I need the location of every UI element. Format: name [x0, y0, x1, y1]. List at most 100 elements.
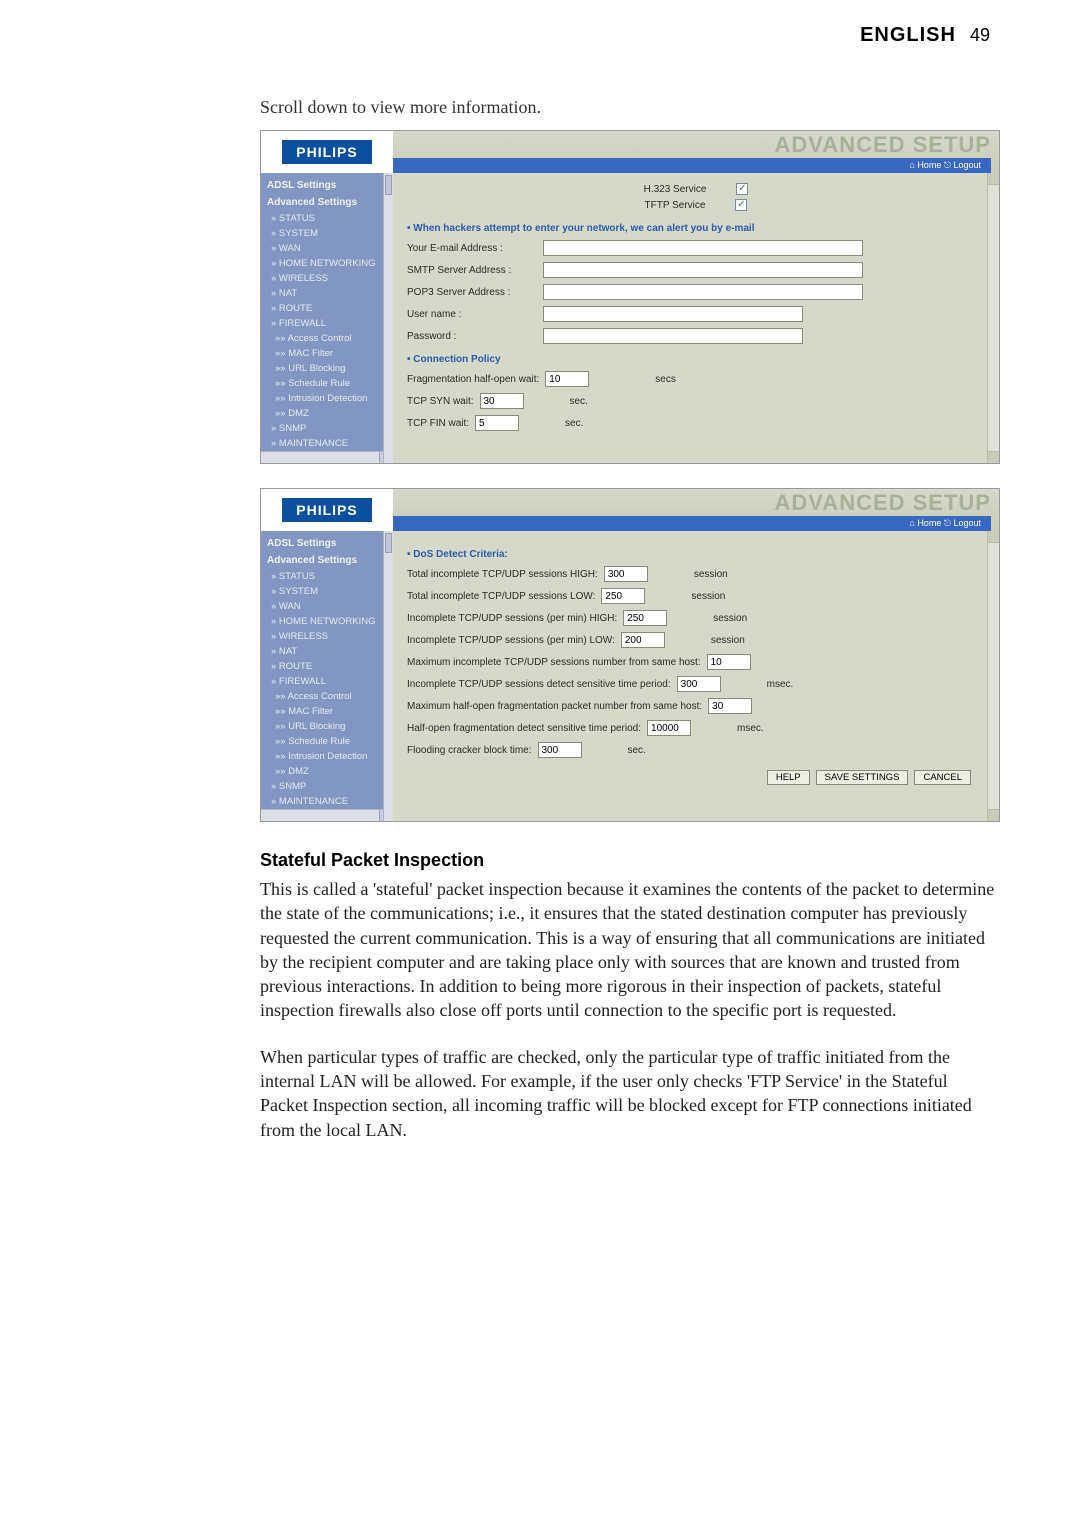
content-area-2: • DoS Detect Criteria: Total incomplete …	[393, 531, 999, 821]
dos-row-label: Incomplete TCP/UDP sessions (per min) HI…	[407, 613, 617, 624]
help-button[interactable]: HELP	[767, 770, 810, 785]
sidebar2-item-wan[interactable]: » WAN	[261, 599, 393, 614]
spi-heading: Stateful Packet Inspection	[260, 850, 1000, 871]
dos-row-label: Half-open fragmentation detect sensitive…	[407, 723, 641, 734]
sidebar2-sub-schedule[interactable]: »» Schedule Rule	[261, 734, 393, 749]
screenshot-2: PHILIPS ADVANCED SETUP ⌂ Home ⎋ Logout A…	[260, 488, 1000, 822]
sidebar-hscroll[interactable]	[261, 451, 393, 463]
frag-wait-input[interactable]	[545, 371, 589, 387]
dos-row: Maximum incomplete TCP/UDP sessions numb…	[407, 654, 985, 670]
sidebar2-item-maintenance[interactable]: » MAINTENANCE	[261, 794, 393, 809]
password-input[interactable]	[543, 328, 803, 344]
pop3-input[interactable]	[543, 284, 863, 300]
dos-row: Incomplete TCP/UDP sessions (per min) LO…	[407, 632, 985, 648]
sidebar2-item-nat[interactable]: » NAT	[261, 644, 393, 659]
dos-row: Maximum half-open fragmentation packet n…	[407, 698, 985, 714]
dos-row-input[interactable]	[647, 720, 691, 736]
logo-box: PHILIPS	[261, 131, 393, 173]
h323-label: H.323 Service	[644, 184, 707, 195]
sidebar-item-maintenance[interactable]: » MAINTENANCE	[261, 436, 393, 451]
sidebar2-item-wireless[interactable]: » WIRELESS	[261, 629, 393, 644]
dos-row: Incomplete TCP/UDP sessions (per min) HI…	[407, 610, 985, 626]
sidebar2-section-adsl[interactable]: ADSL Settings	[261, 535, 393, 552]
sidebar2-hscroll[interactable]	[261, 809, 393, 821]
sidebar2-sub-intrusion[interactable]: »» Intrusion Detection	[261, 749, 393, 764]
sidebar2-sub-urlblock[interactable]: »» URL Blocking	[261, 719, 393, 734]
logout-link[interactable]: Logout	[953, 160, 981, 170]
username-input[interactable]	[543, 306, 803, 322]
brand-logo-2: PHILIPS	[282, 498, 371, 522]
sidebar2-item-system[interactable]: » SYSTEM	[261, 584, 393, 599]
email-input[interactable]	[543, 240, 863, 256]
dos-row-input[interactable]	[708, 698, 752, 714]
spi-para-2: When particular types of traffic are che…	[260, 1045, 1000, 1142]
tcp-fin-label: TCP FIN wait:	[407, 418, 469, 429]
tcp-syn-input[interactable]	[480, 393, 524, 409]
smtp-input[interactable]	[543, 262, 863, 278]
sidebar2-item-firewall[interactable]: » FIREWALL	[261, 674, 393, 689]
sidebar-item-firewall[interactable]: » FIREWALL	[261, 316, 393, 331]
dos-row-unit: msec.	[737, 723, 764, 734]
header-language: ENGLISH	[860, 24, 956, 47]
tftp-checkbox[interactable]: ✓	[735, 199, 747, 211]
sidebar-sub-access[interactable]: »» Access Control	[261, 331, 393, 346]
dos-row-label: Flooding cracker block time:	[407, 745, 532, 756]
sidebar-sub-macfilter[interactable]: »» MAC Filter	[261, 346, 393, 361]
dos-row-input[interactable]	[601, 588, 645, 604]
sidebar2-section-advanced[interactable]: Advanced Settings	[261, 552, 393, 569]
username-label: User name :	[407, 309, 537, 320]
dos-row-unit: session	[691, 591, 725, 602]
sidebar-section-advanced[interactable]: Advanced Settings	[261, 194, 393, 211]
h323-checkbox[interactable]: ✓	[736, 183, 748, 195]
sidebar2-sub-dmz[interactable]: »» DMZ	[261, 764, 393, 779]
content-vscroll-1[interactable]	[987, 173, 999, 463]
dos-row-input[interactable]	[677, 676, 721, 692]
home-link-2[interactable]: Home	[917, 518, 941, 528]
sidebar-2: ADSL Settings Advanced Settings » STATUS…	[261, 531, 393, 821]
sidebar-sub-urlblock[interactable]: »» URL Blocking	[261, 361, 393, 376]
content-vscroll-2[interactable]	[987, 531, 999, 821]
sidebar2-item-route[interactable]: » ROUTE	[261, 659, 393, 674]
dos-row-input[interactable]	[623, 610, 667, 626]
sidebar2-vscroll[interactable]	[383, 531, 393, 821]
alert-heading: • When hackers attempt to enter your net…	[407, 223, 985, 234]
sidebar-item-snmp[interactable]: » SNMP	[261, 421, 393, 436]
tcp-syn-label: TCP SYN wait:	[407, 396, 474, 407]
sidebar2-item-snmp[interactable]: » SNMP	[261, 779, 393, 794]
sidebar2-item-status[interactable]: » STATUS	[261, 569, 393, 584]
dos-row-label: Total incomplete TCP/UDP sessions LOW:	[407, 591, 595, 602]
sidebar-item-wireless[interactable]: » WIRELESS	[261, 271, 393, 286]
conn-policy-heading: • Connection Policy	[407, 354, 985, 365]
sidebar-section-adsl[interactable]: ADSL Settings	[261, 177, 393, 194]
sidebar-item-homenet[interactable]: » HOME NETWORKING	[261, 256, 393, 271]
logout-link-2[interactable]: Logout	[953, 518, 981, 528]
sidebar2-item-homenet[interactable]: » HOME NETWORKING	[261, 614, 393, 629]
email-label: Your E-mail Address :	[407, 243, 537, 254]
logo-box-2: PHILIPS	[261, 489, 393, 531]
topbar-links: ⌂ Home ⎋ Logout	[393, 158, 991, 173]
sidebar-item-wan[interactable]: » WAN	[261, 241, 393, 256]
sidebar-item-route[interactable]: » ROUTE	[261, 301, 393, 316]
sidebar-sub-dmz[interactable]: »» DMZ	[261, 406, 393, 421]
home-link[interactable]: Home	[917, 160, 941, 170]
sidebar-sub-schedule[interactable]: »» Schedule Rule	[261, 376, 393, 391]
sidebar2-sub-access[interactable]: »» Access Control	[261, 689, 393, 704]
sidebar-item-status[interactable]: » STATUS	[261, 211, 393, 226]
dos-row-label: Maximum incomplete TCP/UDP sessions numb…	[407, 657, 701, 668]
sidebar2-sub-macfilter[interactable]: »» MAC Filter	[261, 704, 393, 719]
sidebar-item-system[interactable]: » SYSTEM	[261, 226, 393, 241]
cancel-button[interactable]: CANCEL	[914, 770, 971, 785]
sidebar-vscroll[interactable]	[383, 173, 393, 463]
dos-row-input[interactable]	[604, 566, 648, 582]
tcp-fin-input[interactable]	[475, 415, 519, 431]
sidebar-item-nat[interactable]: » NAT	[261, 286, 393, 301]
dos-row: Incomplete TCP/UDP sessions detect sensi…	[407, 676, 985, 692]
dos-row-input[interactable]	[707, 654, 751, 670]
brand-logo: PHILIPS	[282, 140, 371, 164]
dos-row-input[interactable]	[621, 632, 665, 648]
advanced-setup-title: ADVANCED SETUP	[774, 134, 991, 156]
dos-row-input[interactable]	[538, 742, 582, 758]
sidebar-sub-intrusion[interactable]: »» Intrusion Detection	[261, 391, 393, 406]
dos-heading: • DoS Detect Criteria:	[407, 549, 985, 560]
save-settings-button[interactable]: SAVE SETTINGS	[816, 770, 909, 785]
